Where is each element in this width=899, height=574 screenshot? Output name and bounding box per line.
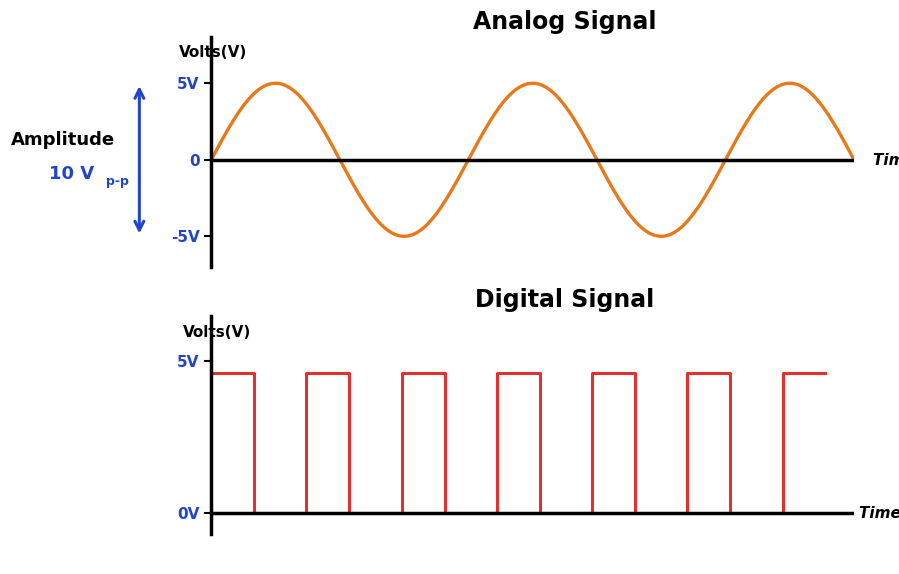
Text: 10 V: 10 V	[49, 165, 94, 183]
Text: Volts(V): Volts(V)	[182, 325, 251, 340]
Title: Digital Signal: Digital Signal	[476, 288, 654, 312]
Text: p-p: p-p	[106, 174, 129, 188]
Text: Volts(V): Volts(V)	[179, 45, 247, 60]
Text: Time (t): Time (t)	[873, 152, 899, 167]
Text: Time (t): Time (t)	[859, 505, 899, 520]
Text: Amplitude: Amplitude	[11, 131, 115, 149]
Title: Analog Signal: Analog Signal	[473, 10, 656, 34]
